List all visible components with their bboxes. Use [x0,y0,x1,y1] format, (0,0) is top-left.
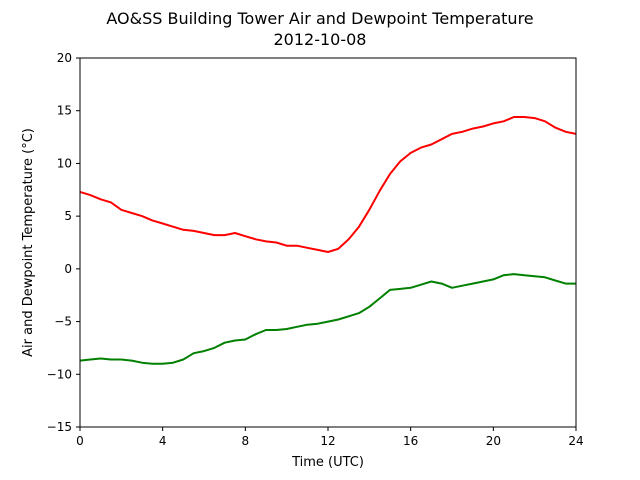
x-tick-label: 8 [242,434,250,448]
series-layer [79,116,577,365]
y-tick-label: −10 [47,367,72,381]
x-tick-label: 12 [320,434,335,448]
y-tick-label: −15 [47,420,72,434]
x-axis: 0 4 8 12 16 20 24 [76,427,584,448]
y-tick-label: −5 [54,315,72,329]
dewpoint-temperature-series-line [79,273,576,365]
y-tick-label: 20 [57,51,72,65]
y-tick-label: 0 [64,262,72,276]
x-tick-label: 0 [76,434,84,448]
x-tick-label: 20 [486,434,501,448]
chart-title: AO&SS Building Tower Air and Dewpoint Te… [106,9,533,28]
y-axis: −15 −10 −5 0 5 10 15 20 [47,51,80,434]
chart-subtitle: 2012-10-08 [274,30,367,49]
plot-frame [79,57,577,428]
y-tick-label: 5 [64,209,72,223]
y-tick-label: 15 [57,104,72,118]
x-tick-label: 24 [568,434,583,448]
air-temperature-series-line [79,116,577,253]
y-tick-label: 10 [57,156,72,170]
y-axis-label: Air and Dewpoint Temperature (°C) [21,128,36,357]
x-tick-label: 16 [403,434,418,448]
x-tick-label: 4 [159,434,167,448]
x-axis-label: Time (UTC) [291,455,364,470]
